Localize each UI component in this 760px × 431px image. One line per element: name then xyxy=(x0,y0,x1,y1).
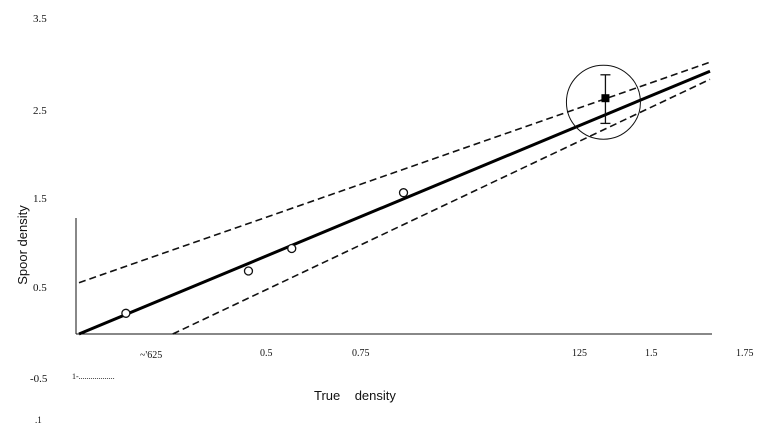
confidence-band-line xyxy=(172,78,711,335)
regression-line xyxy=(78,69,711,336)
x-tick-label: 0.5 xyxy=(260,348,273,359)
y-tick-label: 2.5 xyxy=(33,105,47,117)
y-tick-label: -0.5 xyxy=(30,373,48,385)
x-tick-label: 125 xyxy=(572,348,587,359)
y-tick-label: .1 xyxy=(35,415,42,425)
highlight-ring xyxy=(565,64,641,140)
x-tick-label: 0.75 xyxy=(352,348,370,359)
data-point xyxy=(398,188,409,198)
y-tick-label: 1.5 xyxy=(33,193,47,205)
x-tick-label: ~'625 xyxy=(140,350,162,361)
data-point xyxy=(287,243,297,254)
data-point xyxy=(243,266,254,276)
x-axis-title: True density xyxy=(314,388,396,403)
y-axis-title: Spoor density xyxy=(15,205,30,285)
data-point xyxy=(121,308,131,318)
stray-text: 1-.................. xyxy=(72,372,115,381)
x-tick-label: 1.5 xyxy=(645,348,658,359)
confidence-band-line xyxy=(78,61,711,284)
y-tick-label: 3.5 xyxy=(33,13,47,25)
x-tick-label: 1.75 xyxy=(736,348,754,359)
highlighted-point xyxy=(601,94,610,103)
y-tick-label: 0.5 xyxy=(33,282,47,294)
